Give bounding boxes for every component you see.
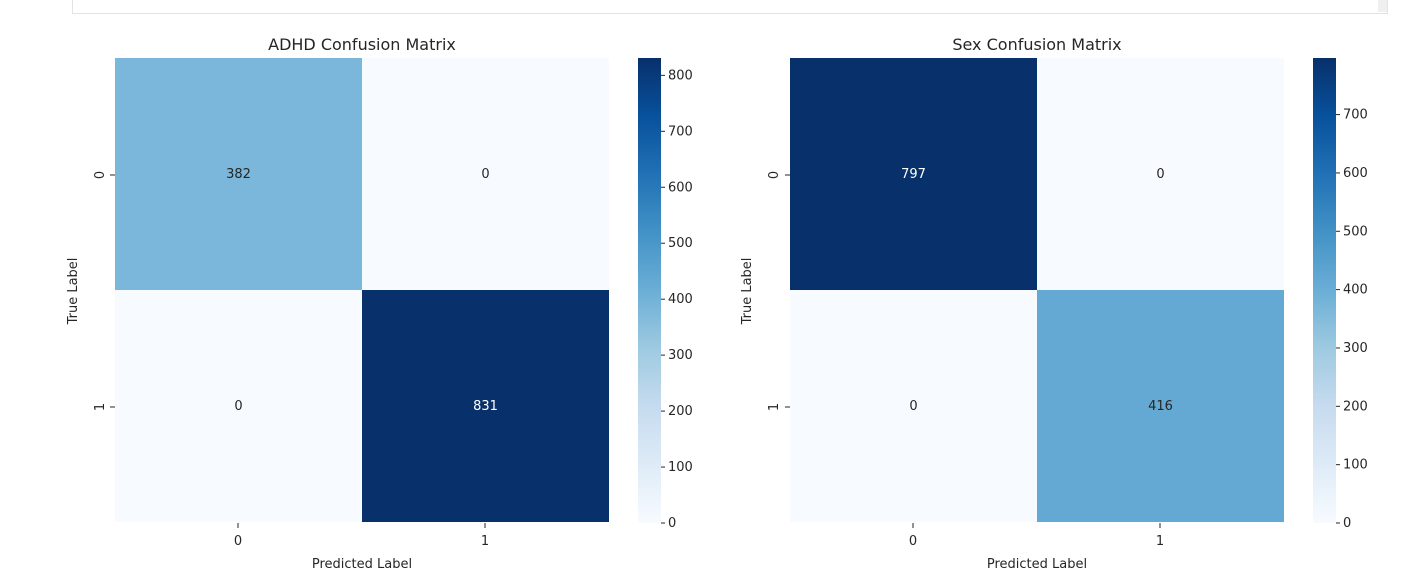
cell-value-label: 416 xyxy=(1148,399,1173,414)
colorbar-tick-label: 400 xyxy=(1343,283,1368,298)
scrollbar[interactable] xyxy=(1378,0,1387,12)
heatmap-cell xyxy=(1037,58,1284,290)
colorbar-tick-label: 100 xyxy=(668,460,693,475)
x-tick-labels: 0 1 xyxy=(234,523,489,549)
colorbar-tick-label: 500 xyxy=(1343,224,1368,239)
colorbar-tick-label: 400 xyxy=(668,292,693,307)
y-tick-labels: 0 1 xyxy=(767,171,790,411)
cell-value-label: 0 xyxy=(481,167,489,182)
colorbar-tick-label: 0 xyxy=(668,516,676,531)
cell-value-label: 382 xyxy=(226,167,251,182)
y-axis-label: True Label xyxy=(66,258,81,326)
x-tick-label: 0 xyxy=(909,534,917,549)
y-tick-label: 1 xyxy=(93,403,108,411)
colorbar-tick-label: 100 xyxy=(1343,458,1368,473)
y-axis-label: True Label xyxy=(740,258,755,326)
colorbar-tick-label: 600 xyxy=(668,180,693,195)
colorbar-gradient xyxy=(638,58,661,523)
colorbar-gradient xyxy=(1313,58,1336,523)
colorbar-tick-label: 300 xyxy=(668,348,693,363)
y-tick-label: 0 xyxy=(767,171,782,179)
output-cell-frame xyxy=(72,0,1388,14)
x-tick-label: 1 xyxy=(481,534,489,549)
cell-value-label: 797 xyxy=(901,167,926,182)
heatmap-cell xyxy=(115,290,362,522)
colorbar: 0 100 200 300 400 500 600 700 800 xyxy=(638,58,693,531)
colorbar-tick-label: 300 xyxy=(1343,341,1368,356)
y-tick-labels: 0 1 xyxy=(93,171,115,411)
heatmap-cell xyxy=(362,58,609,290)
chart-title: ADHD Confusion Matrix xyxy=(268,35,456,54)
cell-value-label: 0 xyxy=(909,399,917,414)
heatmap-cells: 797 0 0 416 xyxy=(790,58,1284,522)
colorbar-tick-label: 200 xyxy=(668,404,693,419)
x-tick-labels: 0 1 xyxy=(909,523,1164,549)
y-tick-label: 0 xyxy=(93,171,108,179)
cell-value-label: 831 xyxy=(473,399,498,414)
colorbar-tick-label: 600 xyxy=(1343,166,1368,181)
heatmap-cell xyxy=(115,58,362,290)
colorbar-tick-label: 0 xyxy=(1343,516,1351,531)
heatmap-cells: 382 0 0 831 xyxy=(115,58,609,522)
colorbar-tick-label: 700 xyxy=(668,124,693,139)
heatmap-cell xyxy=(1037,290,1284,522)
cell-value-label: 0 xyxy=(1156,167,1164,182)
colorbar-ticks: 0 100 200 300 400 500 600 700 800 xyxy=(661,68,693,531)
colorbar-tick-label: 700 xyxy=(1343,108,1368,123)
x-tick-label: 0 xyxy=(234,534,242,549)
heatmap-cell xyxy=(362,290,609,522)
adhd-confusion-matrix: ADHD Confusion Matrix 382 0 0 831 0 1 0 1 P… xyxy=(66,35,693,572)
x-axis-label: Predicted Label xyxy=(987,557,1087,572)
sex-confusion-matrix: Sex Confusion Matrix 797 0 0 416 0 1 0 1 Pr… xyxy=(740,35,1368,572)
colorbar-tick-label: 800 xyxy=(668,68,693,83)
colorbar-ticks: 0 100 200 300 400 500 600 700 xyxy=(1336,108,1368,531)
cell-value-label: 0 xyxy=(234,399,242,414)
x-axis-label: Predicted Label xyxy=(312,557,412,572)
colorbar-tick-label: 500 xyxy=(668,236,693,251)
colorbar-tick-label: 200 xyxy=(1343,399,1368,414)
y-tick-label: 1 xyxy=(767,403,782,411)
heatmap-cell xyxy=(790,58,1037,290)
x-tick-label: 1 xyxy=(1156,534,1164,549)
chart-title: Sex Confusion Matrix xyxy=(952,35,1121,54)
heatmap-cell xyxy=(790,290,1037,522)
colorbar: 0 100 200 300 400 500 600 700 xyxy=(1313,58,1368,531)
